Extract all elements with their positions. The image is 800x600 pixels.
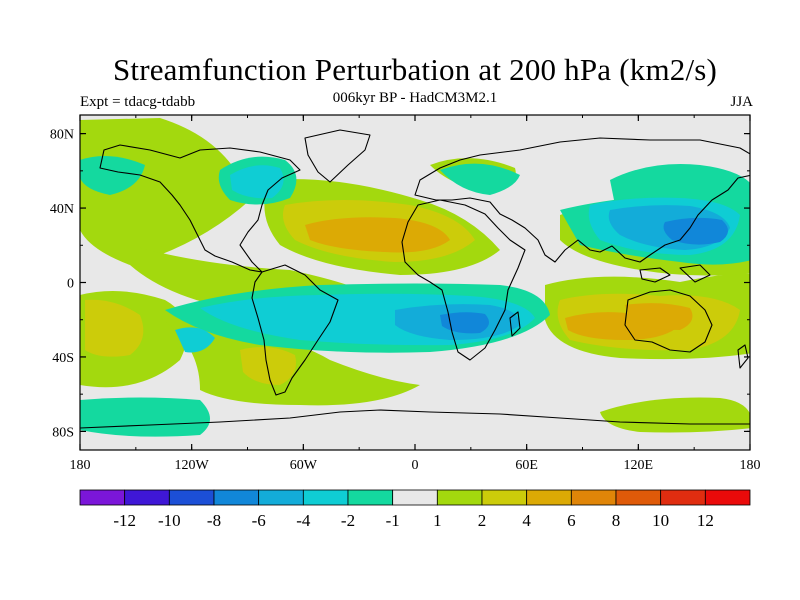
- colorbar-swatch: [79, 489, 126, 506]
- y-tick-label: 80S: [52, 425, 74, 440]
- colorbar-swatch: [481, 489, 528, 506]
- colorbar: -12 -10 -8 -6 -4 -2 -1 1 2 4 6 8 10 12: [79, 489, 751, 530]
- colorbar-swatch: [392, 489, 438, 506]
- colorbar-label: -8: [207, 511, 221, 530]
- colorbar-label: 10: [652, 511, 669, 530]
- x-tick-label: 180: [70, 458, 91, 473]
- colorbar-swatch: [660, 489, 706, 506]
- x-tick-label: 60E: [515, 458, 538, 473]
- colorbar-swatch: [436, 489, 483, 506]
- x-tick-label: 0: [412, 458, 419, 473]
- colorbar-swatch: [258, 489, 304, 506]
- x-tick-label: 120E: [624, 458, 654, 473]
- colorbar-swatch: [213, 489, 260, 506]
- y-tick-label: 0: [67, 277, 74, 292]
- colorbar-label: -4: [296, 511, 311, 530]
- colorbar-label: 8: [612, 511, 621, 530]
- colorbar-swatch: [168, 489, 215, 506]
- colorbar-swatch: [347, 489, 394, 506]
- x-tick-label: 180: [740, 458, 761, 473]
- coastlines: [80, 129, 750, 429]
- y-tick-label: 40S: [52, 351, 74, 366]
- experiment-label: Expt = tdacg-tdabb: [80, 94, 196, 110]
- colorbar-label: 4: [522, 511, 531, 530]
- chart-title: Streamfunction Perturbation at 200 hPa (…: [112, 52, 718, 87]
- colorbar-swatch: [704, 489, 751, 506]
- colorbar-label: -2: [341, 511, 355, 530]
- colorbar-label: 12: [697, 511, 714, 530]
- y-tick-label: 80N: [50, 128, 74, 143]
- x-tick-label: 60W: [290, 458, 318, 473]
- colorbar-label: -6: [252, 511, 266, 530]
- season-label: JJA: [730, 94, 753, 110]
- colorbar-swatch: [124, 489, 170, 506]
- x-tick-label: 120W: [175, 458, 210, 473]
- colorbar-label: 6: [567, 511, 576, 530]
- colorbar-swatch: [615, 489, 662, 506]
- colorbar-label: -10: [158, 511, 181, 530]
- y-tick-label: 40N: [50, 202, 74, 217]
- colorbar-label: -1: [386, 511, 400, 530]
- colorbar-label: -12: [113, 511, 136, 530]
- colorbar-swatch: [302, 489, 349, 506]
- chart-subtitle: 006kyr BP - HadCM3M2.1: [332, 90, 498, 106]
- colorbar-label: 1: [433, 511, 442, 530]
- contour-fills: [80, 118, 750, 437]
- colorbar-label: 2: [478, 511, 487, 530]
- colorbar-swatch: [570, 489, 617, 506]
- colorbar-swatch: [526, 489, 572, 506]
